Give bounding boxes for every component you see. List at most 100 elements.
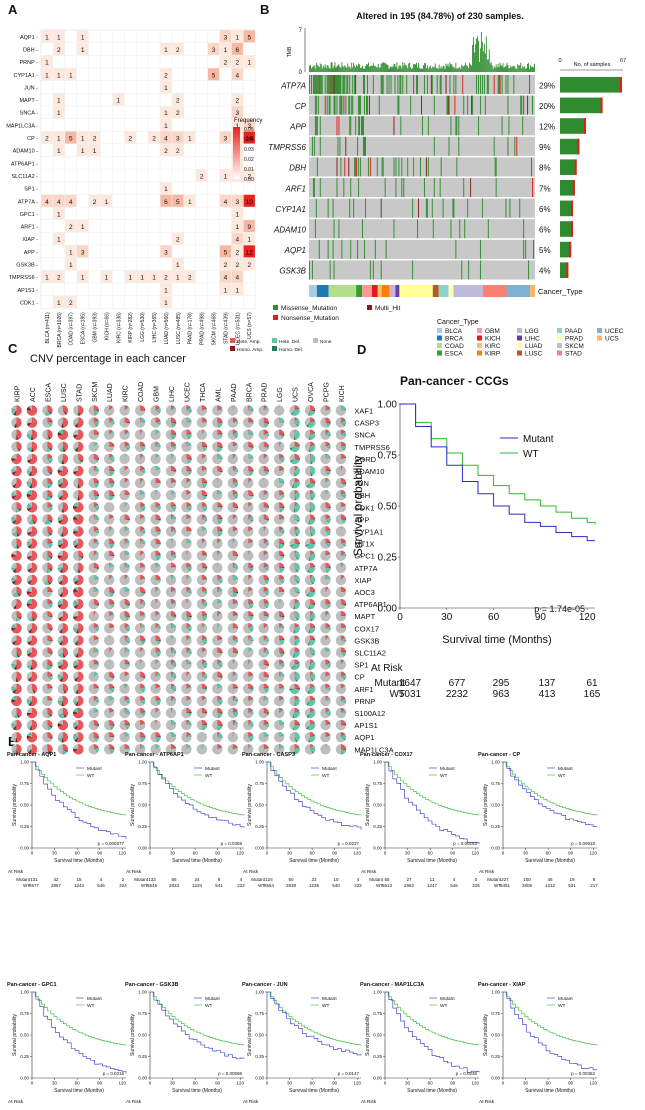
cnv-pie-slice (264, 708, 269, 713)
oncoplot-row-bg (309, 240, 535, 259)
tmb-bar (448, 64, 449, 72)
tmb-bar (458, 68, 459, 72)
cnv-pie-slice (16, 417, 21, 427)
cnv-pie (58, 551, 68, 561)
km-x-tick-label: 90 (215, 851, 221, 856)
cnv-pie (27, 454, 37, 464)
oncoplot-gene-label: ARF1 (285, 184, 306, 193)
km-small-pvalue: p = 0.00918 (571, 841, 595, 846)
cnv-pie (58, 454, 68, 464)
mutation-cell (432, 199, 433, 218)
tmb-bar (407, 68, 408, 72)
mutation-cell (458, 137, 459, 156)
cancer-type-legend-label: BLCA (445, 328, 463, 335)
cnv-pie (243, 502, 253, 512)
cnv-pie (27, 672, 37, 682)
tmb-bar (323, 66, 324, 72)
km-y-tick-label: 1.00 (491, 760, 500, 765)
km-ylabel: Survival probability (351, 456, 365, 557)
oncoplot-gene-label: ADAM10 (273, 226, 307, 235)
cnv-pie (274, 514, 284, 524)
tmb-bar (368, 62, 369, 72)
cnv-pie-slice (63, 417, 68, 427)
mutation-cell (432, 75, 433, 94)
km-x-tick-label: 30 (52, 851, 58, 856)
cancer-type-legend-label: ESCA (445, 351, 463, 358)
tmb-bar (321, 64, 322, 72)
cnv-pie (150, 551, 160, 561)
mutation-cell (342, 75, 343, 94)
tmb-bar (485, 54, 486, 72)
mutation-cell (319, 240, 320, 259)
km-y-tick-label: 0.50 (20, 803, 29, 808)
cnv-pie (166, 478, 176, 488)
cnv-pie (89, 587, 99, 597)
cnv-pie (305, 684, 315, 694)
cnv-pie-slice (63, 526, 68, 536)
mutation-cell (367, 96, 368, 115)
cancer-type-legend-label: SKCM (565, 343, 584, 350)
km-x-tick-label: 30 (441, 612, 453, 623)
heatmap-gene-label: ATP7A - (18, 199, 38, 205)
cnv-gene-label: XIAP (354, 576, 371, 585)
cnv-pie (11, 684, 21, 694)
cnv-pie (228, 635, 238, 645)
cancer-type-strip (329, 285, 357, 297)
cnv-pie (320, 611, 330, 621)
km-x-tick-label: 30 (52, 1081, 58, 1086)
oncoplot-row-bg (309, 260, 535, 279)
heatmap-value: 2 (236, 98, 240, 105)
cnv-pie (320, 599, 330, 609)
heatmap-value: 1 (140, 275, 144, 282)
tmb-bar (496, 64, 497, 72)
mutation-cell (434, 96, 435, 115)
cnv-pie (212, 635, 222, 645)
at-risk-group: Mutant (16, 877, 31, 882)
km-mutant-line (385, 762, 479, 844)
km-x-tick-label: 60 (193, 1081, 199, 1086)
cancer-type-strip (449, 285, 454, 297)
cnv-pie (181, 478, 191, 488)
at-risk-value: 1235 (309, 883, 320, 888)
km-y-tick-label: 0.50 (491, 803, 500, 808)
mutation-cell (312, 260, 313, 279)
cancer-type-legend-label: KICH (485, 336, 501, 343)
cnv-pie (119, 430, 129, 440)
km-y-tick-label: 0.25 (138, 1054, 147, 1059)
cnv-pie (212, 551, 222, 561)
mutation-cell (360, 157, 361, 176)
cnv-pie (259, 672, 269, 682)
km-y-tick-label: 0.75 (491, 1011, 500, 1016)
mutation-cell (441, 157, 442, 176)
mutation-cell (403, 178, 404, 197)
heatmap-value: 1 (128, 275, 132, 282)
cnv-legend-label: Homo. Amp. (237, 347, 263, 353)
cnv-pie (197, 587, 207, 597)
tmb-bar (385, 63, 386, 72)
km-wt-line (503, 992, 597, 1045)
mutation-cell (340, 75, 341, 94)
tmb-bar (514, 67, 515, 72)
cnv-pie (197, 430, 207, 440)
mutation-cell (337, 137, 338, 156)
cnv-pie-slice (217, 708, 222, 713)
legend-colorbar (233, 127, 240, 179)
km-x-tick-label: 30 (523, 851, 529, 856)
tmb-bar (336, 68, 337, 72)
cnv-pie (336, 672, 346, 682)
cnv-pie (181, 514, 191, 524)
mutation-cell (488, 75, 489, 94)
heatmap-value: 1 (164, 85, 168, 92)
mutation-cell (521, 96, 522, 115)
heatmap-value: 2 (176, 110, 180, 117)
cnv-pie (228, 623, 238, 633)
tmb-bar (335, 62, 336, 72)
mutation-cell (416, 75, 417, 94)
km-x-tick-label: 0 (397, 612, 403, 623)
heatmap-value: 5 (247, 34, 251, 41)
cnv-pie-slice (109, 551, 114, 556)
cnv-pie (181, 696, 191, 706)
heatmap-value: 9 (247, 224, 251, 231)
cnv-pie (228, 599, 238, 609)
